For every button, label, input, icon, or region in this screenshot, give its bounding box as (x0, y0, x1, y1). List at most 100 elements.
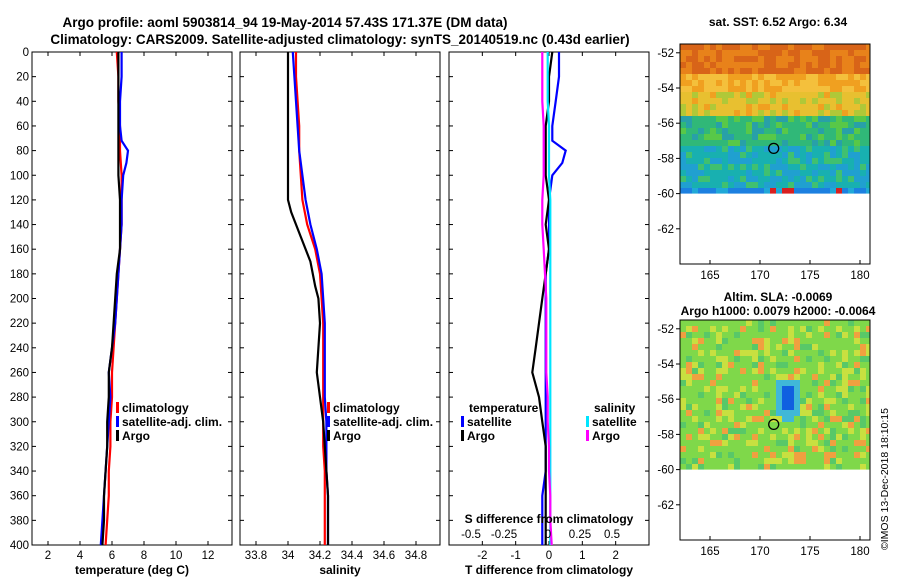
heatmap-cell (854, 386, 860, 392)
heatmap-cell (746, 50, 752, 56)
heatmap-cell (836, 350, 842, 356)
x-tick-label: 4 (77, 550, 84, 562)
heatmap-cell (794, 434, 800, 440)
heatmap-cell (680, 458, 686, 464)
heatmap-cell (812, 170, 818, 176)
heatmap-cell (758, 188, 764, 194)
heatmap-cell (728, 44, 734, 50)
heatmap-cell (698, 98, 704, 104)
heatmap-cell (704, 98, 710, 104)
heatmap-cell (800, 122, 806, 128)
heatmap-cell (734, 416, 740, 422)
heatmap-cell (758, 92, 764, 98)
heatmap-cell (860, 146, 866, 152)
heatmap-cell (794, 146, 800, 152)
heatmap-cell (788, 380, 794, 386)
heatmap-cell (728, 446, 734, 452)
heatmap-cell (692, 440, 698, 446)
heatmap-cell (728, 386, 734, 392)
heatmap-cell (830, 152, 836, 158)
heatmap-cell (680, 362, 686, 368)
heatmap-cell (710, 110, 716, 116)
salinity-diff-tick-label: -0.25 (491, 529, 517, 541)
heatmap-cell (842, 56, 848, 62)
heatmap-cell (812, 356, 818, 362)
heatmap-cell (764, 140, 770, 146)
heatmap-cell (866, 122, 870, 128)
heatmap-cell (716, 458, 722, 464)
heatmap-cell (752, 50, 758, 56)
heatmap-cell (812, 164, 818, 170)
heatmap-cell (830, 464, 836, 470)
heatmap-cell (704, 332, 710, 338)
heatmap-cell (704, 416, 710, 422)
heatmap-cell (716, 350, 722, 356)
heatmap-cell (752, 92, 758, 98)
heatmap-cell (716, 158, 722, 164)
heatmap-cell (758, 50, 764, 56)
heatmap-cell (860, 404, 866, 410)
heatmap-cell (854, 158, 860, 164)
heatmap-cell (824, 188, 830, 194)
heatmap-cell (830, 176, 836, 182)
heatmap-cell (680, 350, 686, 356)
heatmap-cell (752, 74, 758, 80)
heatmap-cell (704, 62, 710, 68)
heatmap-cell (776, 176, 782, 182)
heatmap-cell (716, 392, 722, 398)
heatmap-cell (860, 74, 866, 80)
heatmap-cell (818, 152, 824, 158)
heatmap-cell (770, 44, 776, 50)
heatmap-cell (812, 86, 818, 92)
heatmap-cell (866, 332, 870, 338)
heatmap-cell (794, 104, 800, 110)
heatmap-cell (806, 350, 812, 356)
heatmap-cell (842, 452, 848, 458)
heatmap-cell (692, 158, 698, 164)
heatmap-cell (680, 440, 686, 446)
heatmap-cell (854, 398, 860, 404)
heatmap-cell (704, 80, 710, 86)
heatmap-cell (770, 146, 776, 152)
heatmap-cell (818, 122, 824, 128)
heatmap-cell (776, 164, 782, 170)
heatmap-cell (866, 380, 870, 386)
heatmap-cell (842, 146, 848, 152)
heatmap-cell (758, 356, 764, 362)
heatmap-cell (836, 140, 842, 146)
heatmap-cell (812, 98, 818, 104)
heatmap-cell (782, 452, 788, 458)
heatmap-cell (680, 452, 686, 458)
heatmap-cell (866, 170, 870, 176)
heatmap-cell (860, 50, 866, 56)
heatmap-cell (836, 458, 842, 464)
heatmap-cell (776, 446, 782, 452)
heatmap-cell (728, 368, 734, 374)
heatmap-cell (686, 182, 692, 188)
heatmap-cell (812, 332, 818, 338)
heatmap-cell (734, 392, 740, 398)
heatmap-cell (728, 428, 734, 434)
heatmap-cell (692, 386, 698, 392)
heatmap-cell (728, 350, 734, 356)
heatmap-cell (686, 44, 692, 50)
heatmap-cell (860, 158, 866, 164)
heatmap-cell (758, 410, 764, 416)
heatmap-cell (830, 134, 836, 140)
heatmap-cell (824, 344, 830, 350)
heatmap-cell (722, 128, 728, 134)
heatmap-cell (854, 170, 860, 176)
heatmap-cell (830, 356, 836, 362)
heatmap-cell (830, 74, 836, 80)
heatmap-cell (710, 80, 716, 86)
heatmap-cell (776, 434, 782, 440)
heatmap-cell (842, 104, 848, 110)
legend-swatch (461, 430, 464, 441)
heatmap-cell (764, 134, 770, 140)
heatmap-cell (806, 380, 812, 386)
heatmap-cell (854, 98, 860, 104)
heatmap-cell (848, 146, 854, 152)
heatmap-cell (806, 80, 812, 86)
heatmap-cell (782, 158, 788, 164)
heatmap-cell (782, 428, 788, 434)
